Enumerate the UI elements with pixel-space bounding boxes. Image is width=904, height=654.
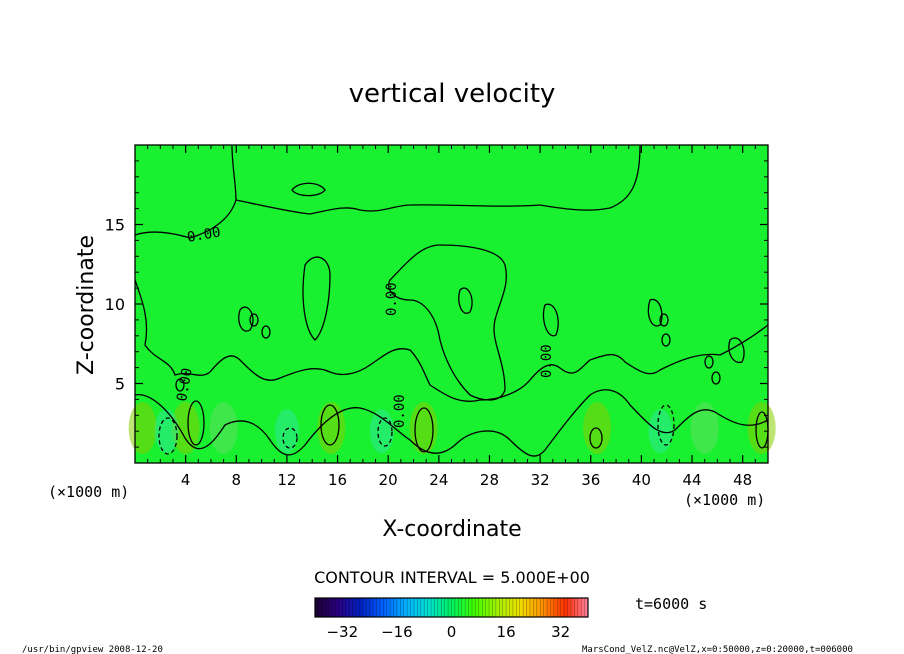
colorbar-frame [314, 597, 589, 618]
x-axis-label: X-coordinate [382, 517, 521, 542]
contour-cell [320, 404, 340, 446]
chart-title: vertical velocity [349, 79, 556, 109]
contour-cell-neg [282, 427, 298, 449]
contour-label: 0.00 [539, 344, 555, 378]
x-unit-right: (×1000 m) [684, 491, 765, 509]
y-tick-label: 10 [105, 295, 125, 314]
contour-label: 0.00 [392, 394, 408, 428]
contour-label-group: 0.00 0.00 0.00 0.00 0.00 [174, 224, 555, 428]
contour-cell-neg [158, 417, 178, 455]
velocity-blob [128, 402, 157, 455]
contour-lines [134, 145, 769, 457]
velocity-blob [747, 402, 776, 455]
y-axis-label: Z-coordinate [74, 235, 99, 375]
contour-lower-band [134, 279, 769, 402]
x-tick-label: 40 [632, 471, 651, 489]
contour-top [134, 145, 641, 239]
x-tick-label: 44 [682, 471, 701, 489]
velocity-blob [690, 402, 719, 455]
contour-cell [414, 407, 434, 453]
colorbar-fill [315, 598, 588, 617]
contour-dots [175, 313, 721, 392]
contour-label: 0.00 [384, 282, 400, 316]
y-tick-label: 15 [105, 216, 125, 235]
plot-area: 0.00 0.00 0.00 0.00 0.00 [128, 144, 776, 464]
colorbar [314, 597, 589, 618]
x-tick-label: 4 [181, 471, 191, 489]
x-axis: 4 8 12 16 20 24 28 32 36 40 44 48 [147, 145, 756, 489]
colorbar-tick-label: 32 [551, 623, 570, 641]
colorbar-tick-label: −32 [326, 623, 358, 641]
contour-column [302, 256, 331, 341]
x-unit-left: (×1000 m) [48, 483, 129, 501]
x-tick-label: 12 [277, 471, 296, 489]
x-tick-label: 48 [733, 471, 752, 489]
colorbar-tick-label: 16 [497, 623, 516, 641]
footer-right: MarsCond_VelZ.nc@VelZ,x=0:50000,z=0:2000… [582, 645, 853, 654]
contour-label: 0.00 [186, 224, 222, 246]
x-tick-label: 32 [531, 471, 550, 489]
x-tick-label: 20 [379, 471, 398, 489]
footer-left: /usr/bin/gpview 2008-12-20 [22, 645, 163, 654]
time-label: t=6000 s [635, 595, 707, 613]
contour-cell [589, 427, 603, 449]
y-tick-label: 5 [115, 375, 125, 394]
contour-speckle [238, 287, 745, 364]
y-axis: 5 10 15 [105, 160, 768, 448]
x-tick-label: 28 [480, 471, 499, 489]
x-tick-label: 36 [581, 471, 600, 489]
velocity-blob [274, 409, 299, 454]
contour-cell-neg [377, 417, 393, 447]
velocity-blob [171, 402, 200, 455]
x-tick-label: 24 [429, 471, 448, 489]
contour-interval: CONTOUR INTERVAL = 5.000E+00 [314, 568, 590, 587]
colorbar-tick-label: −16 [381, 623, 413, 641]
contour-plume-center [388, 244, 507, 401]
contour-cell [187, 400, 205, 446]
contour-bottom-band [134, 389, 769, 457]
colorbar-ticks: −32 −16 0 16 32 [326, 623, 570, 641]
x-tick-label: 16 [328, 471, 347, 489]
contour-bubble [291, 182, 326, 197]
x-tick-label: 8 [232, 471, 242, 489]
velocity-blob [369, 409, 394, 454]
colorbar-tick-label: 0 [447, 623, 457, 641]
contour-cell-neg [657, 404, 675, 446]
contour-label: 0.00 [174, 367, 196, 403]
